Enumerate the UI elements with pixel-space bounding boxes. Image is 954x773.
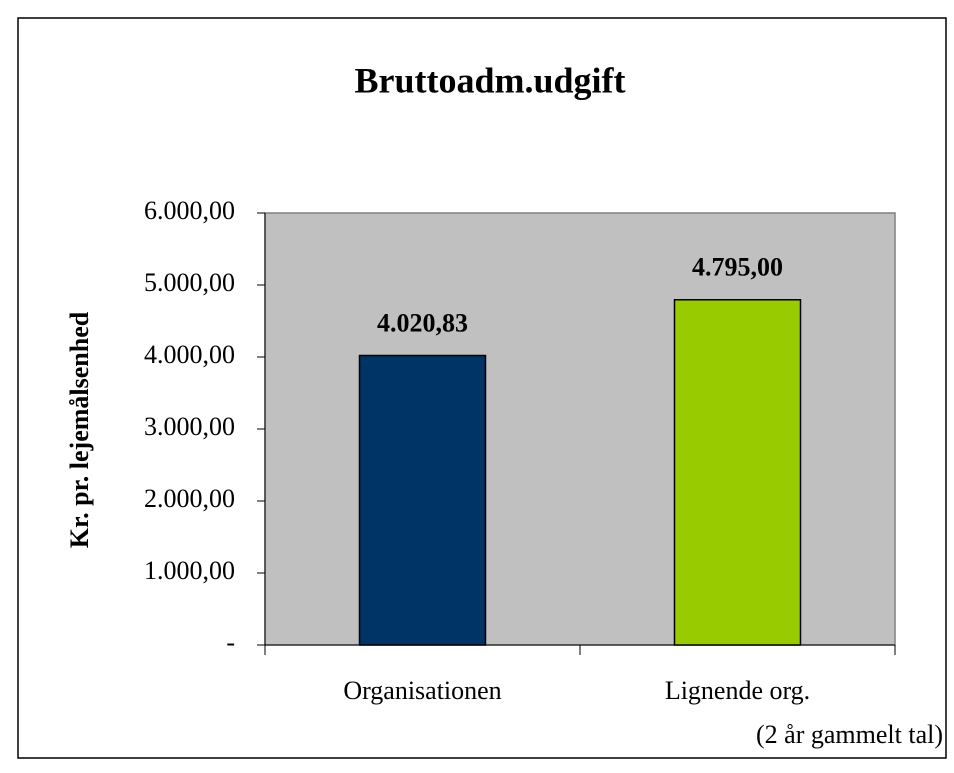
y-tick-label: 3.000,00 [144, 412, 235, 441]
x-tick-label: Lignende org. [665, 676, 810, 705]
y-tick-label: - [226, 628, 235, 657]
bar [358, 354, 487, 646]
y-axis-label: Kr. pr. lejemålsenhed [65, 311, 94, 548]
y-tick-label: 2.000,00 [144, 484, 235, 513]
chart-title: Bruttoadm.udgift [354, 60, 625, 100]
y-tick-label: 5.000,00 [144, 268, 235, 297]
value-label: 4.020,83 [377, 308, 468, 337]
y-tick-label: 1.000,00 [144, 556, 235, 585]
annotation: (2 år gammelt tal) [756, 720, 943, 749]
bar [673, 299, 802, 646]
y-tick-label: 6.000,00 [144, 196, 235, 225]
value-label: 4.795,00 [692, 253, 783, 282]
x-tick-label: Organisationen [343, 676, 501, 705]
y-tick-label: 4.000,00 [144, 340, 235, 369]
